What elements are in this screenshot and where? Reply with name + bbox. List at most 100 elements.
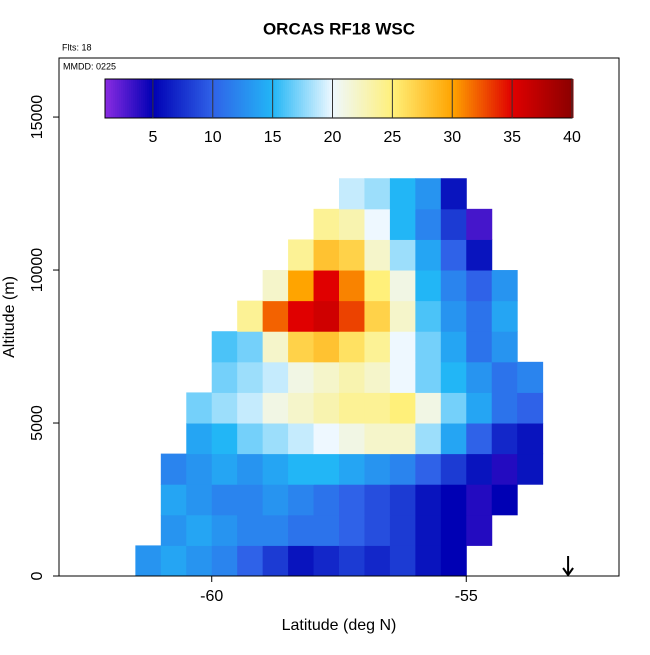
heat-cell [389,453,416,485]
colorbar-swatch [421,79,424,118]
heat-cell [491,423,518,455]
colorbar-swatch [341,79,344,118]
colorbar-swatch [327,79,330,118]
heat-cell [339,545,365,577]
colorbar-swatch [415,79,418,118]
heat-cell [440,484,467,516]
heat-cell [364,300,391,332]
colorbar-swatch [369,79,372,118]
heat-cell [339,270,365,302]
heat-cell [211,392,238,424]
colorbar-swatch [503,79,506,118]
heat-cell [211,331,238,363]
heat-cell [466,453,493,485]
heat-cell [440,514,467,546]
colorbar-swatch [465,79,468,118]
heat-cell [415,514,442,546]
colorbar-swatch [125,79,128,118]
colorbar-swatch [351,79,354,118]
heat-cell [517,453,544,485]
heat-cell [389,300,416,332]
heat-cell [415,208,442,240]
colorbar-swatch [433,79,436,118]
colorbar-swatch [169,79,172,118]
colorbar-swatch [267,79,270,118]
colorbar-tick-label: 5 [148,129,157,146]
colorbar-swatch [145,79,148,118]
colorbar-swatch [187,79,190,118]
heat-cell [491,331,518,363]
heat-cell [237,331,264,363]
colorbar-tick-label: 10 [204,129,222,146]
colorbar-swatch [505,79,508,118]
y-tick-label: 0 [29,571,46,580]
colorbar-swatch [567,79,570,118]
colorbar-swatch [475,79,478,118]
colorbar-swatch [463,79,466,118]
colorbar-swatch [453,79,456,118]
colorbar-swatch [165,79,168,118]
heat-cell [339,361,365,393]
colorbar-swatch [233,79,236,118]
heat-cell [237,453,264,485]
heat-cell [211,484,238,516]
colorbar-swatch [135,79,138,118]
heat-cell [262,300,289,332]
colorbar-swatch [469,79,472,118]
colorbar-swatch [279,79,282,118]
colorbar-swatch [337,79,340,118]
colorbar-swatch [555,79,558,118]
heat-cell [262,545,289,577]
heat-cell [415,484,442,516]
colorbar-swatch [339,79,342,118]
heat-cell [466,208,493,240]
colorbar-swatch [467,79,470,118]
colorbar-swatch [183,79,186,118]
heat-cell [364,270,391,302]
colorbar-swatch [321,79,324,118]
heat-cell [440,392,467,424]
heat-cell [288,453,315,485]
colorbar-swatch [255,79,258,118]
colorbar-swatch [549,79,552,118]
colorbar-swatch [305,79,308,118]
colorbar-swatch [399,79,402,118]
heat-cell [288,300,315,332]
colorbar-swatch [117,79,120,118]
heat-cell [517,361,544,393]
colorbar-swatch [477,79,480,118]
colorbar-swatch [223,79,226,118]
colorbar-swatch [427,79,430,118]
colorbar-swatch [217,79,220,118]
heat-cell [389,239,416,271]
heat-cell [440,208,467,240]
colorbar-swatch [229,79,232,118]
arrow-marker [562,556,574,577]
colorbar-swatch [291,79,294,118]
heat-cell [466,239,493,271]
colorbar-tick-label: 25 [383,129,401,146]
colorbar-swatch [303,79,306,118]
heat-cell [466,270,493,302]
heat-cell [237,361,264,393]
colorbar-swatch [175,79,178,118]
colorbar-swatch [227,79,230,118]
colorbar-swatch [521,79,524,118]
colorbar-swatch [385,79,388,118]
heat-cell [211,545,238,577]
colorbar-swatch [383,79,386,118]
colorbar-swatch [215,79,218,118]
colorbar-swatch [441,79,444,118]
heat-cell [160,453,187,485]
heat-cell [339,484,365,516]
colorbar-swatch [141,79,144,118]
y-tick-label: 10000 [29,248,46,293]
colorbar-swatch [105,79,108,118]
colorbar-swatch [107,79,110,118]
heat-cell [237,545,264,577]
x-axis-label: Latitude (deg N) [282,617,397,634]
heat-cell [339,239,365,271]
colorbar-tick-label: 35 [503,129,521,146]
heat-cell [389,331,416,363]
